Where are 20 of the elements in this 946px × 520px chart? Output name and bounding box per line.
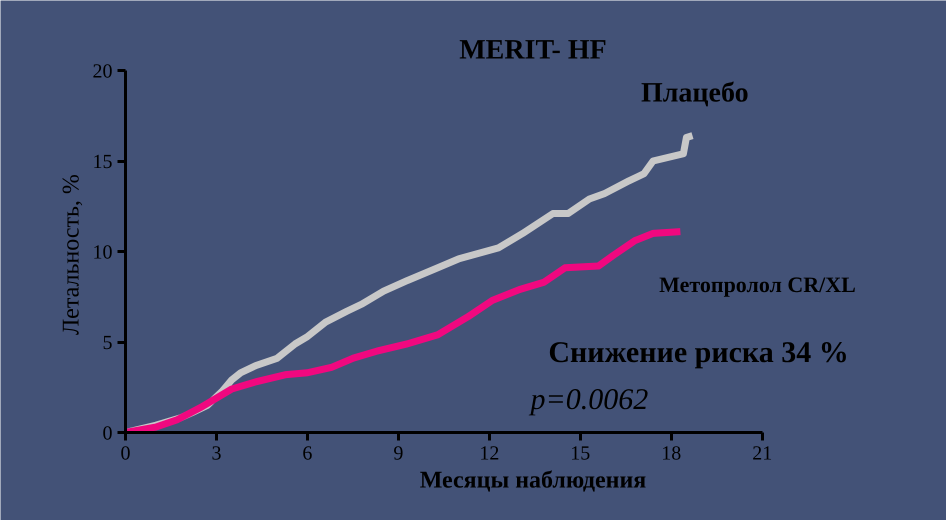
annotation: p=0.0062	[528, 383, 648, 416]
x-tick-label: 0	[120, 442, 130, 464]
annotation: Снижение риска 34 %	[548, 336, 849, 370]
x-tick-label: 9	[393, 442, 404, 464]
x-tick-label: 15	[570, 442, 590, 464]
y-tick-label: 20	[92, 60, 112, 82]
y-tick-label: 15	[92, 151, 112, 173]
y-tick-label: 5	[102, 332, 112, 354]
series-label: Метопролол CR/XL	[659, 272, 856, 297]
series-label: Плацебо	[640, 78, 749, 109]
y-tick-label: 0	[102, 422, 112, 444]
x-tick-label: 3	[211, 442, 222, 464]
x-tick-label: 6	[302, 442, 312, 464]
x-tick-label: 12	[479, 442, 500, 464]
y-tick-label: 10	[92, 242, 112, 264]
chart-title: MERIT- HF	[459, 34, 607, 66]
x-axis-title: Месяцы наблюдения	[420, 468, 646, 494]
x-tick-label: 21	[752, 442, 772, 464]
y-axis-title: Летальность, %	[58, 174, 84, 335]
x-tick-label: 18	[661, 442, 682, 464]
